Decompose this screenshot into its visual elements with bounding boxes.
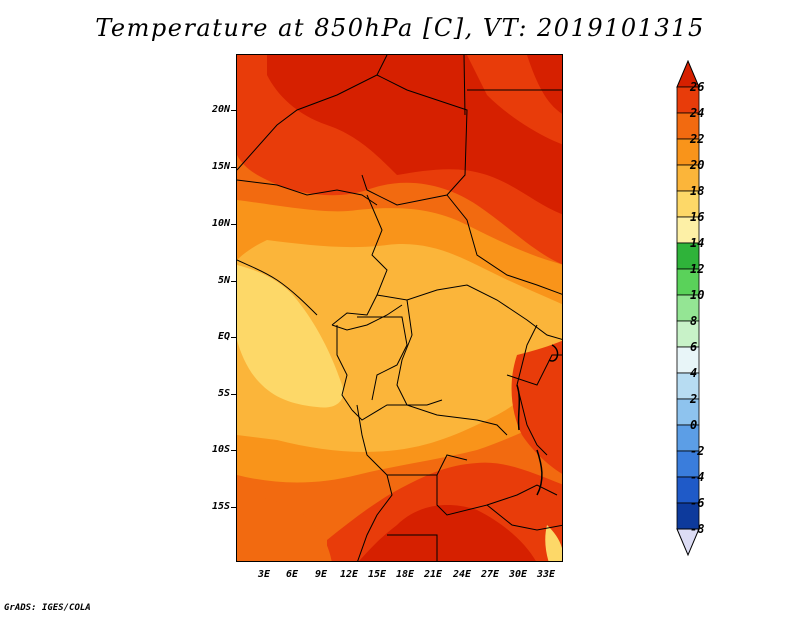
colorbar-label: 20 bbox=[690, 158, 705, 172]
y-label-10s: 10S bbox=[211, 444, 230, 455]
band-26-south bbox=[358, 505, 536, 561]
y-label-eq: EQ bbox=[217, 331, 230, 342]
band-24-east bbox=[511, 340, 562, 474]
y-tick bbox=[231, 507, 236, 508]
band-22-24-sw bbox=[237, 495, 332, 561]
band-16-18-se bbox=[545, 525, 562, 561]
x-label-30e: 30E bbox=[508, 569, 528, 580]
band-16-18 bbox=[237, 265, 344, 408]
colorbar-label: -8 bbox=[690, 522, 705, 536]
chart-title: Temperature at 850hPa [C], VT: 201910131… bbox=[95, 14, 705, 42]
colorbar-label: 26 bbox=[690, 80, 705, 94]
colorbar-label: 8 bbox=[690, 314, 698, 328]
colorbar-label: -6 bbox=[690, 496, 705, 510]
y-tick bbox=[231, 224, 236, 225]
colorbar-label: 0 bbox=[690, 418, 698, 432]
y-tick bbox=[231, 110, 236, 111]
x-label-3e: 3E bbox=[257, 569, 271, 580]
colorbar-label: 6 bbox=[690, 340, 698, 354]
x-label-24e: 24E bbox=[452, 569, 472, 580]
colorbar-label: 10 bbox=[690, 288, 705, 302]
colorbar-label: 24 bbox=[690, 106, 705, 120]
y-tick bbox=[231, 281, 236, 282]
lakes bbox=[516, 344, 559, 496]
x-label-9e: 9E bbox=[314, 569, 328, 580]
colorbar-label: 16 bbox=[690, 210, 705, 224]
colorbar bbox=[676, 60, 700, 557]
colorbar-label: 14 bbox=[690, 236, 705, 250]
colorbar-label: -4 bbox=[690, 470, 705, 484]
temperature-field bbox=[237, 55, 562, 561]
colorbar-label: -2 bbox=[690, 444, 705, 458]
x-label-15e: 15E bbox=[367, 569, 387, 580]
y-tick bbox=[231, 394, 236, 395]
y-label-5s: 5S bbox=[217, 388, 230, 399]
x-label-18e: 18E bbox=[395, 569, 415, 580]
colorbar-label: 2 bbox=[690, 392, 698, 406]
x-label-21e: 21E bbox=[423, 569, 443, 580]
y-label-20n: 20N bbox=[211, 104, 230, 115]
y-label-10n: 10N bbox=[211, 218, 230, 229]
colorbar-label: 12 bbox=[690, 262, 705, 276]
colorbar-label: 4 bbox=[690, 366, 698, 380]
colorbar-label: 18 bbox=[690, 184, 705, 198]
y-tick bbox=[231, 337, 236, 338]
credit-text: GrADS: IGES/COLA bbox=[4, 603, 91, 613]
y-label-15s: 15S bbox=[211, 501, 230, 512]
x-label-27e: 27E bbox=[480, 569, 500, 580]
colorbar-label: 22 bbox=[690, 132, 705, 146]
temperature-map bbox=[236, 54, 563, 562]
x-label-12e: 12E bbox=[339, 569, 359, 580]
x-label-6e: 6E bbox=[285, 569, 299, 580]
band-24-patch bbox=[467, 55, 562, 145]
y-tick bbox=[231, 450, 236, 451]
y-label-15n: 15N bbox=[211, 161, 230, 172]
colorbar-bottom-arrow bbox=[676, 528, 700, 557]
y-label-5n: 5N bbox=[217, 275, 230, 286]
y-tick bbox=[231, 167, 236, 168]
x-label-33e: 33E bbox=[536, 569, 556, 580]
